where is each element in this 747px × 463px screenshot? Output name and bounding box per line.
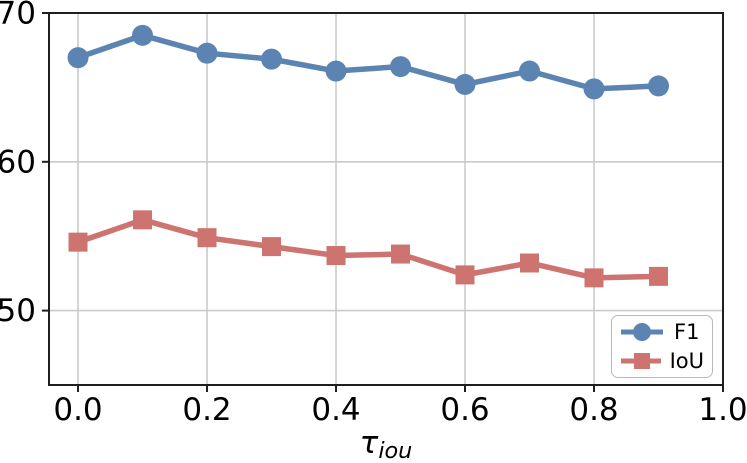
- f1-data-point: [196, 42, 218, 64]
- iou-data-point: [68, 232, 88, 252]
- iou-data-point: [197, 228, 217, 248]
- f1-data-point: [261, 48, 283, 70]
- x-axis-label-tau: τ: [359, 425, 379, 461]
- f1-line: [75, 32, 662, 92]
- iou-data-point: [133, 210, 153, 230]
- legend-label-iou: IoU: [669, 348, 704, 373]
- legend-item-iou: IoU: [619, 349, 704, 373]
- x-tick-label: 0.6: [440, 392, 489, 428]
- f1-data-point: [390, 56, 412, 78]
- iou-data-point: [584, 268, 604, 288]
- iou-data-point: [262, 237, 282, 257]
- iou-data-point: [520, 253, 540, 273]
- x-axis-label-subscript: iou: [378, 437, 413, 463]
- iou-line-square-marker-icon: [621, 353, 661, 369]
- y-tick-label: 60: [0, 144, 36, 180]
- x-tick-label: 0.2: [182, 392, 231, 428]
- legend-label-f1: F1: [674, 319, 700, 344]
- f1-data-point: [648, 75, 670, 97]
- iou-data-point: [391, 244, 411, 264]
- plot-border: [48, 12, 724, 386]
- iou-data-point: [326, 246, 346, 266]
- x-tick-label: 0.0: [53, 392, 102, 428]
- f1-data-point: [325, 60, 347, 82]
- x-axis-label: τiou: [49, 425, 723, 463]
- iou-line: [75, 217, 662, 281]
- f1-data-point: [132, 24, 154, 46]
- legend: F1 IoU: [611, 315, 713, 378]
- y-tick-label: 50: [0, 293, 36, 329]
- iou-data-point: [649, 266, 669, 286]
- x-tick-label: 1.0: [698, 392, 747, 428]
- y-tick-label: 70: [0, 0, 36, 32]
- f1-data-point: [519, 60, 541, 82]
- iou-data-point: [455, 265, 475, 285]
- f1-data-point: [67, 47, 89, 69]
- f1-data-point: [454, 73, 476, 95]
- x-tick-label: 0.4: [311, 392, 360, 428]
- f1-data-point: [583, 78, 605, 100]
- legend-item-f1: F1: [619, 320, 704, 344]
- x-tick-label: 0.8: [569, 392, 618, 428]
- f1-line-circle-marker-icon: [621, 323, 663, 341]
